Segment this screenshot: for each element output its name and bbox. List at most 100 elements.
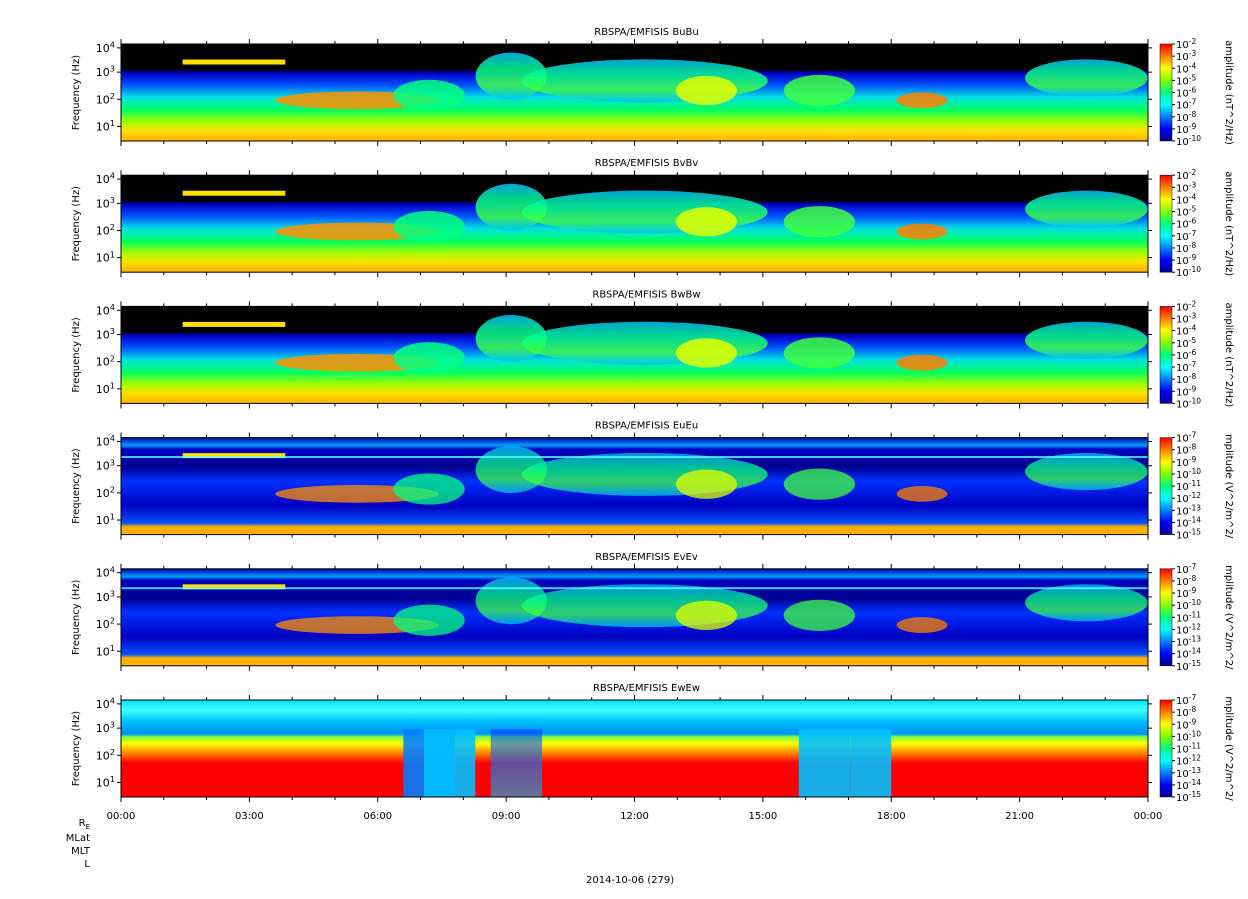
panel-3: RBSPA/EMFISIS BwBw Frequency (Hz) 101 102 10…	[71, 289, 1234, 410]
date-label: 2014-10-06 (279)	[586, 875, 675, 886]
gap-region-4	[850, 729, 892, 797]
x-tick-label: 21:00	[1005, 811, 1034, 822]
emission-region-2	[393, 604, 465, 636]
y-tick-label: 101	[96, 643, 115, 658]
x-tick-label: 18:00	[877, 811, 906, 822]
emission-region-2	[393, 210, 465, 243]
y-tick-label: 104	[96, 302, 115, 317]
l-shell-label: L	[84, 859, 90, 870]
y-tick-label: 102	[96, 353, 115, 368]
panel-title: RBSPA/EMFISIS BwBw	[592, 289, 700, 300]
y-tick-label: 102	[96, 484, 115, 499]
emission-region-8	[1025, 190, 1148, 228]
chorus-band	[182, 584, 286, 590]
emission-region-7	[896, 485, 948, 502]
colorbar-tick-label: 10-10	[1176, 265, 1201, 279]
x-tick-label: 15:00	[748, 811, 777, 822]
y-tick-label: 103	[96, 326, 115, 341]
emission-region-5	[675, 75, 737, 106]
colorbar-label: mplitude (V^2/m^2/	[1223, 434, 1234, 539]
x-tick-label: 09:00	[492, 811, 521, 822]
spectrogram-field	[121, 700, 1148, 797]
chorus-band	[182, 59, 286, 65]
y-axis-label: Frequency (Hz)	[71, 448, 82, 524]
panel-title: RBSPA/EMFISIS BvBv	[595, 158, 699, 169]
emission-region-8	[1025, 453, 1148, 491]
colorbar-label: amplitude (nT^2/Hz)	[1223, 302, 1234, 407]
emission-region-6	[783, 337, 856, 369]
y-axis-label: Frequency (Hz)	[71, 55, 82, 131]
panel-title: RBSPA/EMFISIS EwEw	[593, 683, 700, 694]
emission-region-2	[393, 342, 465, 374]
panel-title: RBSPA/EMFISIS EuEu	[595, 421, 698, 432]
panel-title: RBSPA/EMFISIS EvEv	[595, 552, 698, 563]
panel-6: RBSPA/EMFISIS EwEw Frequency (Hz) 101 102 10…	[71, 683, 1234, 804]
y-tick-label: 102	[96, 222, 115, 237]
y-tick-label: 103	[96, 64, 115, 79]
colorbar	[1159, 699, 1173, 798]
y-tick-label: 102	[96, 747, 115, 762]
emission-region-6	[783, 206, 856, 238]
emission-region-2	[393, 473, 465, 505]
y-axis-label: Frequency (Hz)	[71, 711, 82, 787]
emission-region-7	[896, 617, 948, 633]
y-tick-label: 103	[96, 195, 115, 210]
x-tick-label: 06:00	[363, 811, 392, 822]
emission-region-7	[896, 354, 948, 371]
panel-1: RBSPA/EMFISIS BuBu Frequency (Hz) 101 102 10…	[71, 27, 1234, 148]
emission-region-7	[896, 223, 948, 240]
panel-4: RBSPA/EMFISIS EuEu Frequency (Hz) 101 102 10…	[71, 421, 1234, 542]
mlat-label: MLat	[65, 833, 90, 844]
emission-region-8	[1025, 321, 1148, 359]
y-axis-label: Frequency (Hz)	[71, 186, 82, 262]
y-tick-label: 104	[96, 695, 115, 710]
y-tick-label: 101	[96, 774, 115, 789]
gap-region-3	[798, 729, 851, 797]
y-tick-label: 101	[96, 249, 115, 264]
mlt-label: MLT	[71, 846, 90, 857]
chorus-band	[182, 190, 286, 196]
emission-region-6	[783, 74, 856, 107]
re-label: RE	[78, 818, 90, 831]
y-axis-label: Frequency (Hz)	[71, 580, 82, 656]
y-tick-label: 103	[96, 589, 115, 604]
colorbar-label: mplitude (V^2/m^2/	[1223, 565, 1234, 670]
emission-region-5	[675, 338, 737, 368]
y-tick-label: 102	[96, 91, 115, 106]
panel-2: RBSPA/EMFISIS BvBv Frequency (Hz) 101 102 10…	[71, 158, 1234, 279]
emission-region-5	[675, 207, 737, 237]
colorbar-tick-label: 10-15	[1176, 790, 1201, 804]
emission-region-5	[675, 600, 737, 631]
colorbar	[1159, 43, 1173, 142]
panel-5: RBSPA/EMFISIS EvEv Frequency (Hz) 101 102 10…	[71, 552, 1234, 673]
emission-region-6	[783, 599, 856, 631]
y-tick-label: 103	[96, 720, 115, 735]
colorbar	[1159, 437, 1173, 535]
y-tick-label: 104	[96, 39, 115, 54]
colorbar-label: amplitude (nT^2/Hz)	[1223, 171, 1234, 276]
colorbar-tick-label: 10-15	[1176, 528, 1201, 542]
gap-region-2	[423, 729, 476, 797]
x-tick-label: 03:00	[235, 811, 264, 822]
x-tick-label: 12:00	[620, 811, 649, 822]
y-tick-label: 101	[96, 380, 115, 395]
colorbar	[1159, 174, 1173, 273]
panel-title: RBSPA/EMFISIS BuBu	[594, 27, 698, 38]
colorbar-tick-label: 10-10	[1176, 396, 1201, 410]
y-tick-label: 101	[96, 512, 115, 527]
colorbar-label: mplitude (V^2/m^2/	[1223, 696, 1234, 801]
colorbar	[1159, 306, 1173, 404]
emission-region-5	[675, 469, 737, 499]
y-tick-label: 104	[96, 171, 115, 186]
y-tick-label: 103	[96, 457, 115, 472]
gap-region-5	[490, 729, 543, 797]
y-axis-label: Frequency (Hz)	[71, 317, 82, 393]
chorus-band	[182, 453, 286, 459]
harmonic-line	[121, 456, 1148, 459]
x-tick-label: 00:00	[107, 811, 136, 822]
colorbar-label: amplitude (nT^2/Hz)	[1223, 40, 1234, 145]
y-tick-label: 104	[96, 564, 115, 579]
y-tick-label: 104	[96, 433, 115, 448]
colorbar-tick-label: 10-15	[1176, 659, 1201, 673]
